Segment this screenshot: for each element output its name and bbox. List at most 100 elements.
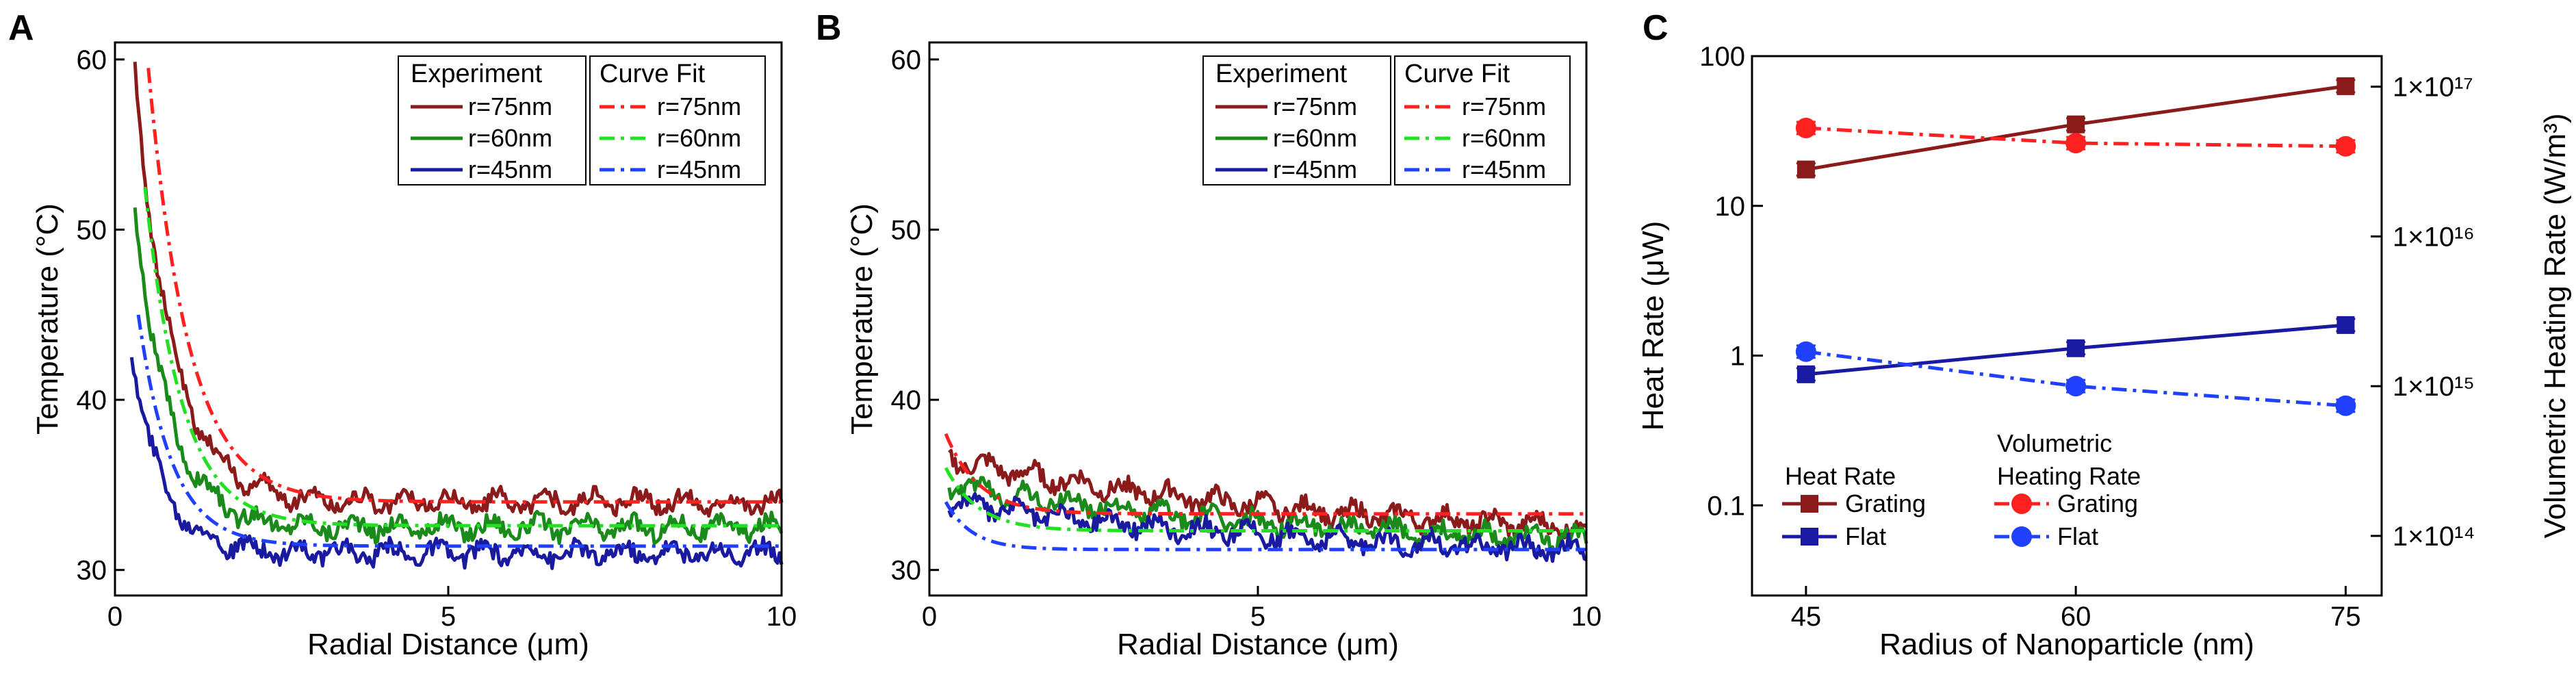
- y-tick-label: 50: [77, 215, 107, 245]
- legend-label: r=60nm: [1462, 124, 1546, 152]
- panel-a: A 0 5 10 30 40 50 60 Radial Distance (μm) Tem…: [8, 8, 797, 661]
- series-exp-r-75nm: [133, 62, 784, 518]
- x-tick-label: 0: [107, 602, 123, 632]
- panel-c-label: C: [1643, 8, 1669, 48]
- legend-label: r=60nm: [657, 124, 741, 152]
- panel-a-y-title: Temperature (°C): [31, 203, 64, 435]
- point-heat-flat: [1796, 365, 1815, 383]
- x-tick-label: 5: [1250, 602, 1265, 632]
- series-fit-r-75nm: [944, 433, 1586, 516]
- y-tick-label: 40: [891, 385, 922, 415]
- panel-b-x-title: Radial Distance (μm): [1117, 628, 1399, 661]
- panel-b-x-ticks: 0 5 10: [922, 586, 1601, 632]
- panel-a-legend-exp-box: [398, 55, 587, 185]
- panel-b-y-ticks: 30 40 50 60: [891, 45, 939, 586]
- legend-marker: [1801, 495, 1818, 513]
- panel-c-y-ticks-right: 1×10¹⁴ 1×10¹⁵ 1×10¹⁶ 1×10¹⁷: [2371, 73, 2475, 552]
- panel-a-curves: [129, 62, 784, 570]
- series-exp-r-60nm: [947, 476, 1588, 556]
- x-tick-label: 5: [441, 602, 456, 632]
- y-right-tick-label: 1×10¹⁶: [2393, 222, 2475, 252]
- series-fit-r-45nm: [944, 501, 1586, 552]
- x-tick-label: 75: [2330, 602, 2361, 632]
- series-exp-r-45nm: [129, 357, 784, 570]
- y-tick-label: 50: [891, 215, 922, 245]
- panel-b-legend-fit-title: Curve Fit: [1404, 60, 1510, 88]
- panel-c-y-title: Heat Rate (μW): [1636, 221, 1670, 431]
- panel-a-y-ticks: 30 40 50 60: [77, 45, 125, 586]
- panel-c-legend-vol-title-2: Heating Rate: [1997, 462, 2141, 490]
- panel-c-y-ticks-left: 0.1 1 10 100: [1699, 42, 1763, 521]
- panel-c-x-ticks: 45 60 75: [1791, 586, 2361, 632]
- y-tick-label: 40: [77, 385, 107, 415]
- y-tick-label: 60: [891, 45, 922, 75]
- point-heat-grating: [2336, 77, 2355, 95]
- legend-label: Flat: [1845, 522, 1886, 550]
- legend-label: r=45nm: [1462, 155, 1546, 183]
- legend-label: r=60nm: [468, 124, 552, 152]
- legend-label: Grating: [2057, 489, 2138, 517]
- legend-label: r=60nm: [1273, 124, 1357, 152]
- x-tick-label: 45: [1791, 602, 1822, 632]
- panel-c-legend-heat-title: Heat Rate: [1785, 462, 1896, 490]
- panel-a-x-title: Radial Distance (μm): [307, 628, 589, 661]
- point-vol-grating: [1795, 117, 1816, 138]
- panel-c-frame: [1751, 55, 2383, 597]
- legend-label: r=75nm: [657, 92, 741, 120]
- panel-b-legend-items: r=75nm r=60nm r=45nm r=75nm r=60nm r=45nm: [1215, 92, 1546, 183]
- y-tick-label: 10: [1715, 192, 1746, 222]
- legend-label: r=45nm: [1273, 155, 1357, 183]
- panel-b-legend-exp-title: Experiment: [1215, 60, 1348, 88]
- panel-c-y-title-right: Volumetric Heating Rate (W/m³): [2538, 113, 2572, 538]
- legend-label: r=75nm: [1462, 92, 1546, 120]
- series-exp-r-60nm: [133, 207, 784, 546]
- panel-c-legend: Heat Rate Volumetric Heating Rate Gratin…: [1782, 429, 2141, 550]
- panel-a-legend-fit-box: [589, 55, 766, 185]
- point-heat-flat: [2336, 316, 2355, 334]
- panel-b-curves: [944, 433, 1588, 563]
- legend-label: r=45nm: [468, 155, 552, 183]
- y-right-tick-label: 1×10¹⁴: [2393, 522, 2475, 552]
- y-tick-label: 30: [77, 556, 107, 586]
- panel-c-x-title: Radius of Nanoparticle (nm): [1879, 628, 2254, 661]
- panel-c-legend-items: Grating Flat Grating Flat: [1782, 489, 2138, 550]
- panel-b-y-title: Temperature (°C): [845, 203, 879, 435]
- panel-b-legend-fit-box: [1394, 55, 1571, 185]
- series-exp-r-75nm: [948, 448, 1588, 543]
- x-tick-label: 60: [2061, 602, 2091, 632]
- legend-label: r=75nm: [468, 92, 552, 120]
- panel-a-legend-items: r=75nm r=60nm r=45nm r=75nm r=60nm r=45nm: [411, 92, 741, 183]
- panel-b-legend-exp-box: [1202, 55, 1391, 185]
- point-vol-flat: [2335, 395, 2356, 416]
- y-tick-label: 1: [1730, 342, 1745, 372]
- point-heat-grating: [1796, 160, 1815, 179]
- panel-a-legend-fit-title: Curve Fit: [600, 60, 706, 88]
- series-fit-r-45nm: [136, 314, 782, 548]
- x-tick-label: 10: [767, 602, 797, 632]
- panel-b-label: B: [816, 8, 842, 48]
- series-fit-r-60nm: [944, 467, 1586, 533]
- panel-c-series: [1795, 77, 2356, 416]
- panel-a-label: A: [8, 8, 34, 48]
- point-vol-flat: [1795, 341, 1816, 362]
- legend-label: r=75nm: [1273, 92, 1357, 120]
- legend-marker: [1801, 528, 1818, 546]
- y-right-tick-label: 1×10¹⁷: [2393, 73, 2473, 103]
- legend-label: Grating: [1845, 489, 1926, 517]
- series-fit-r-75nm: [146, 68, 782, 504]
- series-fit-r-60nm: [143, 187, 782, 528]
- y-tick-label: 60: [77, 45, 107, 75]
- panel-b: B 0 5 10 30 40 50 60 Radial Distance (μm) Tem…: [816, 8, 1601, 661]
- point-vol-grating: [2065, 133, 2087, 154]
- panel-c-legend-vol-title-1: Volumetric: [1997, 429, 2112, 457]
- y-tick-label: 0.1: [1707, 491, 1745, 521]
- point-vol-flat: [2065, 376, 2087, 397]
- legend-marker: [2011, 526, 2032, 547]
- y-tick-label: 30: [891, 556, 922, 586]
- panel-a-legend-exp-title: Experiment: [411, 60, 543, 88]
- x-tick-label: 10: [1571, 602, 1602, 632]
- y-right-tick-label: 1×10¹⁵: [2393, 372, 2475, 402]
- panel-a-legend: Experiment Curve Fit r=75nm r=60nm r=45nm r…: [398, 55, 766, 185]
- point-heat-grating: [2067, 115, 2085, 133]
